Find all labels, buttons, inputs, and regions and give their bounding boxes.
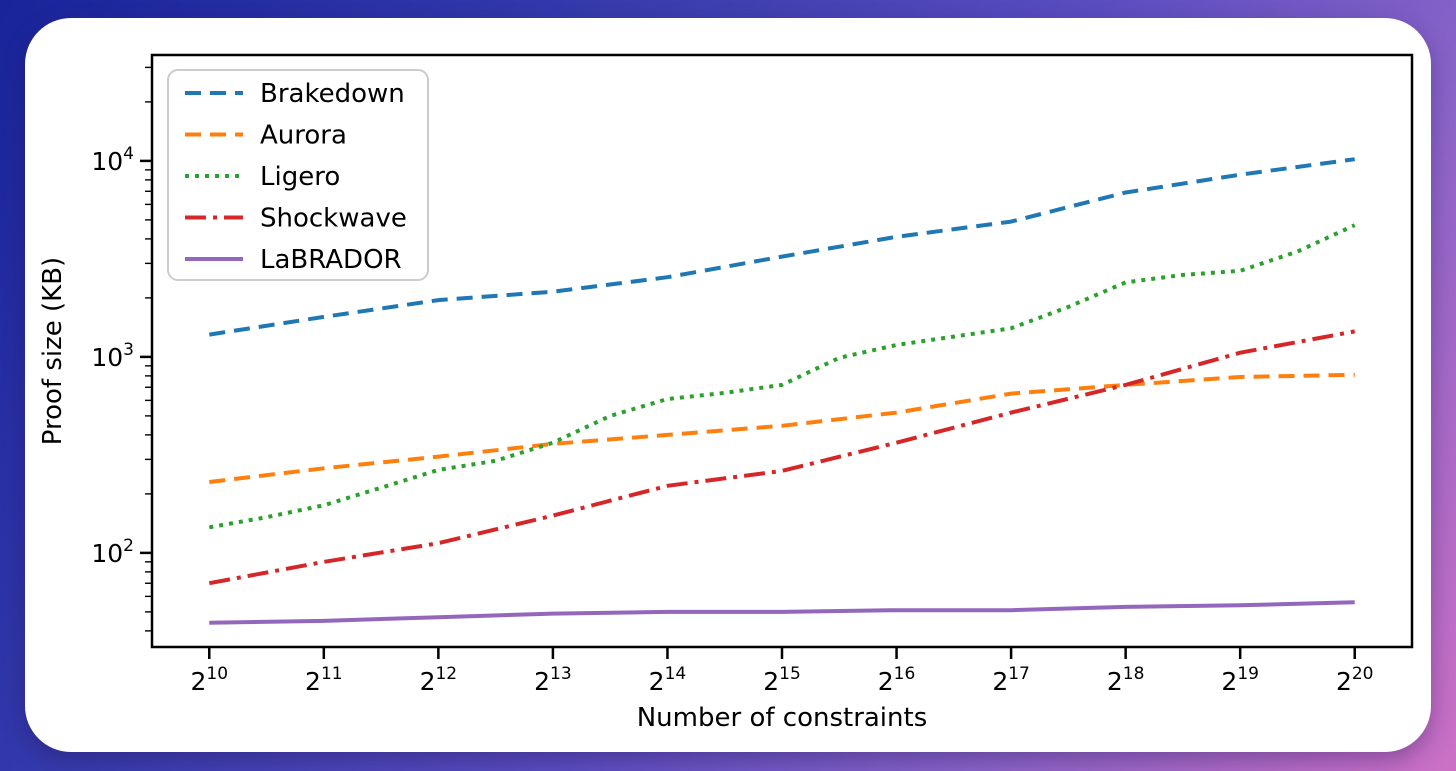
x-tick-label: 217 — [992, 664, 1030, 696]
chart-card: 210 211 212 213 214 215 216 217 218 219 220 102 103 1… — [25, 18, 1431, 752]
x-tick-label: 215 — [763, 664, 801, 696]
x-tick-label: 213 — [534, 664, 572, 696]
y-tick-label: 102 — [91, 536, 134, 568]
legend-label-aurora: Aurora — [260, 121, 347, 151]
x-tick-label: 214 — [649, 664, 687, 696]
x-tick-label: 212 — [420, 664, 458, 696]
series-line-shockwave — [208, 329, 1356, 586]
legend-box — [167, 69, 429, 281]
y-tick-label: 103 — [91, 340, 134, 372]
x-tick-label: 220 — [1336, 664, 1374, 696]
x-tick-label: 219 — [1221, 664, 1259, 696]
x-tick-label: 210 — [190, 664, 228, 696]
x-tick-label: 218 — [1107, 664, 1145, 696]
y-tick-label: 104 — [91, 144, 134, 176]
series-line-brakedown — [208, 157, 1355, 337]
x-tick-label: 216 — [878, 664, 916, 696]
series-line-aurora — [209, 372, 1355, 484]
legend-label-brakedown: Brakedown — [260, 79, 405, 109]
legend-label-shockwave: Shockwave — [260, 204, 407, 234]
series-line-labrador — [209, 600, 1355, 625]
proof-size-line-chart: 210 211 212 213 214 215 216 217 218 219 220 102 103 1… — [38, 53, 1414, 733]
legend-label-ligero: Ligero — [260, 162, 340, 192]
x-axis-label: Number of constraints — [637, 703, 928, 733]
x-tick-label: 211 — [305, 664, 343, 696]
legend: Brakedown Aurora Ligero Shockwave LaBRADOR — [167, 69, 429, 281]
y-axis-label: Proof size (KB) — [38, 257, 68, 445]
series-line-ligero — [208, 223, 1356, 530]
legend-label-labrador: LaBRADOR — [260, 245, 402, 275]
